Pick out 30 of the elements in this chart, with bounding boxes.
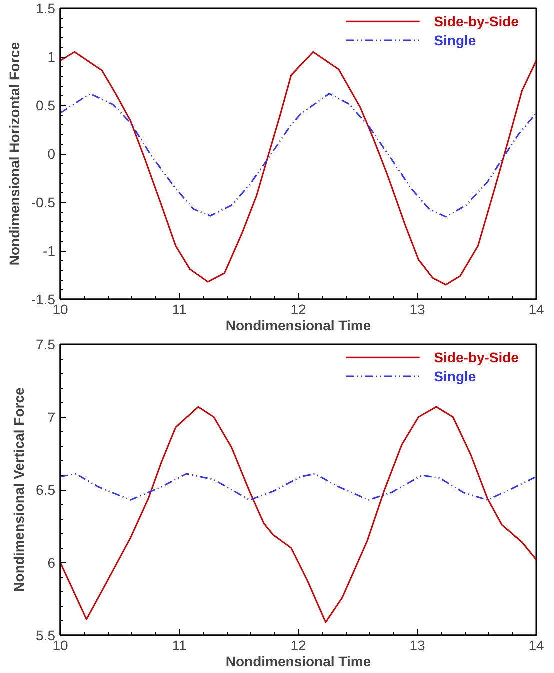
y-tick-label: 7 xyxy=(48,409,56,426)
y-tick-label: 6 xyxy=(48,554,56,571)
line-series xyxy=(60,93,536,218)
x-axis-title: Nondimensional Time xyxy=(226,654,372,670)
y-tick-label: 1 xyxy=(48,49,56,65)
x-axis-title: Nondimensional Time xyxy=(226,318,372,334)
y-tick-label: 0 xyxy=(48,146,56,162)
x-tick-label: 11 xyxy=(172,302,187,318)
line-series xyxy=(60,406,536,624)
y-tick-label: 7.5 xyxy=(36,336,56,352)
x-tick-label: 14 xyxy=(528,302,544,318)
x-tick-label: 13 xyxy=(410,638,426,654)
x-tick-label: 12 xyxy=(290,638,306,654)
line-series xyxy=(60,473,536,501)
text: Single xyxy=(434,368,476,385)
y-tick-label: 6.5 xyxy=(36,482,56,498)
x-tick-label: 11 xyxy=(172,638,187,654)
x-tick-label: 12 xyxy=(290,302,306,318)
y-axis-title: Nondimensional Vertical Force xyxy=(11,387,28,592)
y-tick-label: -0.5 xyxy=(31,194,56,210)
y-axis-title: Nondimensional Horizontal Force xyxy=(6,42,22,266)
text: Single xyxy=(434,32,476,49)
x-tick-label: 14 xyxy=(528,638,544,654)
y-tick-label: 1.5 xyxy=(36,0,56,16)
text: Side-by-Side xyxy=(434,14,520,30)
y-tick-label: 0.5 xyxy=(36,98,56,114)
x-tick-label: 13 xyxy=(410,302,426,318)
line-series xyxy=(60,51,536,286)
y-tick-label: -1 xyxy=(43,243,56,259)
text: Side-by-Side xyxy=(434,350,520,366)
